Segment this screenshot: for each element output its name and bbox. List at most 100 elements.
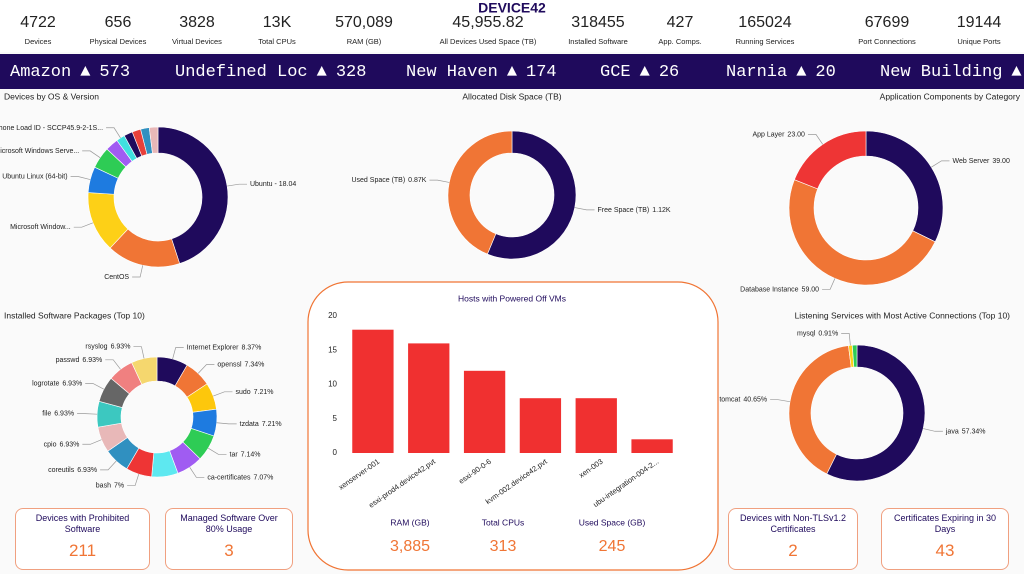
slice-value: 0.91% (818, 330, 838, 337)
card-title: Devices with Prohibited Software (35, 513, 130, 534)
slice-value: 7.21% (262, 421, 282, 428)
ticker-arrow: ▲ (1011, 63, 1022, 82)
slice-label: ca-certificates 7.07% (207, 474, 273, 481)
slice-label: bash 7% (96, 482, 124, 489)
leader-line (106, 127, 121, 139)
chart-title: Installed Software Packages (Top 10) (4, 310, 145, 320)
kpi-label: Port Connections (858, 37, 916, 46)
donut-slice (826, 344, 926, 482)
kpi-band (0, 0, 1024, 52)
ticker-value: 20 (815, 63, 835, 82)
slice-name: Web Server (952, 158, 989, 165)
slice-value: 39.00 (992, 158, 1010, 165)
slice-value: 6.93% (60, 441, 80, 448)
ticker-arrow: ▲ (507, 63, 518, 82)
leader-line (172, 347, 184, 360)
slice-name: CentOS (104, 274, 129, 281)
ticker-arrow: ▲ (80, 63, 91, 82)
slice-label: logrotate 6.93% (32, 380, 82, 387)
ticker-name: New Building (880, 63, 1002, 82)
kpi-value: 45,955.82 (452, 14, 523, 31)
donut-slice (131, 356, 158, 385)
slice-label: sudo 7.21% (235, 389, 273, 396)
leader-line (105, 359, 121, 370)
kpi-value: 19144 (957, 14, 1002, 31)
logo: DEVICE42 (478, 0, 546, 16)
leader-line (70, 176, 91, 180)
slice-name: sudo (235, 389, 250, 396)
y-tick-label: 5 (333, 414, 338, 423)
donut-slice (794, 130, 867, 190)
ticker-value: 174 (526, 63, 557, 82)
kpi-card: Managed Software Over 80% Usage 3 (165, 508, 293, 570)
donut-slice (865, 130, 944, 243)
kpi-value: 13K (263, 14, 292, 31)
leader-line (197, 364, 215, 374)
leader-line (127, 474, 140, 486)
kpi-label: All Devices Used Space (TB) (440, 37, 537, 46)
kpi-label: Virtual Devices (172, 37, 222, 46)
chart-title: Listening Services with Most Active Conn… (795, 310, 1011, 320)
kpi-value: 318455 (571, 14, 624, 31)
ticker-name: GCE (600, 63, 631, 82)
ticker-name: Narnia (726, 63, 787, 82)
slice-label: Ubuntu - 18.04 (250, 181, 296, 188)
leader-line (82, 439, 102, 445)
kpi-label: Devices (25, 37, 52, 46)
slice-name: mysql (797, 330, 816, 337)
slice-label: file 6.93% (42, 410, 74, 417)
bar (631, 439, 673, 453)
slice-value: 6.93% (82, 357, 102, 364)
leader-line (574, 207, 595, 211)
slice-label: rsyslog 6.93% (85, 344, 130, 351)
slice-name: java (945, 428, 959, 435)
slice-label: App Layer 23.00 (753, 131, 806, 138)
bar (519, 398, 562, 453)
stat-label: RAM (GB) (390, 517, 429, 527)
donut-slice (851, 344, 858, 368)
ticker-name: New Haven (406, 63, 498, 82)
kpi-value: 3828 (179, 14, 215, 31)
slice-value: 7.07% (254, 474, 274, 481)
slice-value: 6.93% (77, 467, 97, 474)
leader-line (822, 278, 836, 290)
slice-name: file (42, 410, 51, 417)
stat-value: 313 (490, 538, 517, 555)
slice-name: cpio (44, 441, 57, 448)
card-value: 43 (935, 541, 955, 560)
ticker-value: 26 (659, 63, 679, 82)
ticker-item: GCE ▲ 26 (600, 63, 679, 82)
ticker-name: Undefined Loc (175, 63, 308, 82)
slice-name: Phone Load ID - SCCP45.9-2-1S... (0, 125, 103, 132)
slice-label: Used Space (TB) 0.87K (351, 177, 426, 184)
slice-label: openssl 7.34% (217, 361, 264, 368)
slice-name: rsyslog (85, 344, 107, 351)
donut-slice (486, 130, 577, 260)
slice-label: mysql 0.91% (797, 330, 838, 337)
slice-value: 6.93% (62, 380, 82, 387)
leader-line (133, 346, 145, 359)
slice-label: tzdata 7.21% (240, 421, 282, 428)
ticker-item: Undefined Loc ▲ 328 (175, 63, 366, 82)
leader-line (429, 179, 450, 183)
ticker-item: New Haven ▲ 174 (406, 63, 557, 82)
chart-title: Devices by OS & Version (4, 91, 99, 101)
donut-slice (148, 126, 159, 154)
slice-name: App Layer (753, 131, 786, 138)
slice-label: CentOS (104, 274, 129, 281)
stat-label: Total CPUs (482, 517, 525, 527)
kpi-label: Running Services (736, 37, 795, 46)
slice-label: Phone Load ID - SCCP45.9-2-1S... (0, 125, 103, 132)
slice-name: bash (96, 482, 111, 489)
slice-value: 57.34% (962, 428, 986, 435)
kpi-value: 570,089 (335, 14, 393, 31)
card-value: 2 (788, 541, 798, 560)
slice-name: Ubuntu - 18.04 (250, 181, 296, 188)
kpi-label: App. Comps. (658, 37, 701, 46)
slice-name: Microsoft Window... (10, 224, 71, 231)
y-tick-label: 10 (328, 380, 337, 389)
ticker-value: 573 (99, 63, 130, 82)
kpi-label: Unique Ports (957, 37, 1001, 46)
